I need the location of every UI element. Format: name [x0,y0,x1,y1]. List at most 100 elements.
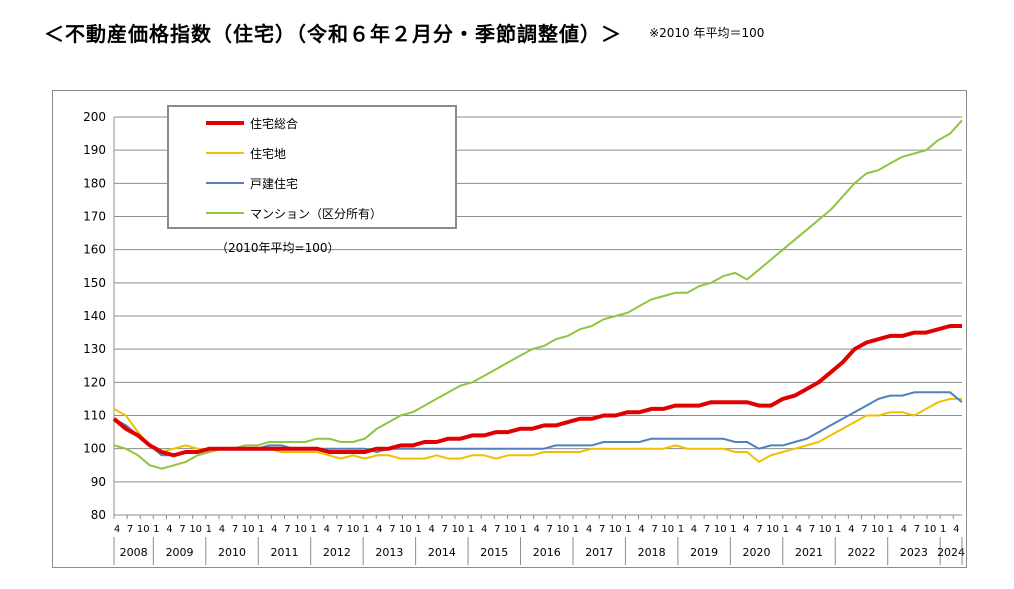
month-tick-label: 1 [468,524,474,535]
month-tick-label: 7 [389,524,395,535]
chart-title: ＜不動産価格指数（住宅）（令和６年２月分・季節調整値）＞ [44,22,622,46]
y-tick-label: 130 [83,342,106,356]
month-tick-label: 4 [901,524,907,535]
month-tick-label: 1 [520,524,526,535]
legend-label: 住宅地 [250,146,286,161]
month-tick-label: 7 [179,524,185,535]
chart-header: ＜不動産価格指数（住宅）（令和６年２月分・季節調整値）＞ ※2010 年平均＝1… [44,18,764,48]
year-label: 2023 [900,546,928,559]
month-tick-label: 7 [284,524,290,535]
month-tick-label: 7 [547,524,553,535]
month-tick-label: 7 [127,524,133,535]
month-tick-label: 4 [953,524,959,535]
month-tick-label: 10 [766,524,779,535]
month-tick-label: 4 [691,524,697,535]
month-tick-label: 10 [189,524,202,535]
y-tick-label: 180 [83,176,106,190]
month-tick-label: 1 [835,524,841,535]
month-tick-label: 7 [809,524,815,535]
plot-lines [112,119,963,470]
year-label: 2009 [166,546,194,559]
month-tick-label: 4 [429,524,435,535]
month-tick-label: 4 [166,524,172,535]
month-tick-label: 1 [730,524,736,535]
month-tick-label: 1 [783,524,789,535]
month-tick-label: 10 [924,524,937,535]
year-label: 2018 [638,546,666,559]
month-tick-label: 4 [796,524,802,535]
legend-label: 戸建住宅 [250,176,298,191]
year-label: 2019 [690,546,718,559]
month-tick-label: 7 [442,524,448,535]
month-tick-label: 7 [704,524,710,535]
month-tick-label: 4 [324,524,330,535]
year-label: 2012 [323,546,351,559]
month-tick-label: 1 [363,524,369,535]
y-tick-label: 190 [83,143,106,157]
year-label: 2011 [270,546,298,559]
month-tick-label: 7 [861,524,867,535]
y-tick-label: 140 [83,309,106,323]
month-tick-label: 1 [415,524,421,535]
chart-frame [52,90,967,568]
chart-annotation: （2010年平均=100） [216,241,340,255]
legend-label: マンション（区分所有） [250,207,382,221]
year-label: 2008 [120,546,148,559]
month-tick-label: 7 [756,524,762,535]
year-label: 2022 [847,546,875,559]
month-tick-label: 4 [481,524,487,535]
year-label: 2021 [795,546,823,559]
month-tick-label: 7 [494,524,500,535]
month-tick-label: 10 [294,524,307,535]
month-tick-label: 10 [242,524,255,535]
month-tick-label: 1 [206,524,212,535]
x-axis: 4 7 10 1 4 7 10 1 4 7 10 1 4 7 10 1 4 7 10 1 4 7 10 1 4 7 10 1 4 7 10 1… [113,514,965,565]
month-tick-label: 10 [399,524,412,535]
month-tick-label: 4 [376,524,382,535]
month-tick-label: 10 [137,524,150,535]
month-tick-label: 1 [678,524,684,535]
month-tick-label: 10 [347,524,360,535]
base-note: ※2010 年平均＝100 [649,26,765,40]
month-tick-label: 10 [452,524,465,535]
month-tick-label: 7 [651,524,657,535]
year-label: 2016 [533,546,561,559]
month-tick-label: 4 [848,524,854,535]
y-tick-label: 160 [83,243,106,257]
month-tick-label: 1 [625,524,631,535]
series-line [113,397,962,463]
legend-box [167,105,457,229]
month-tick-label: 1 [311,524,317,535]
month-tick-label: 7 [914,524,920,535]
month-tick-label: 1 [888,524,894,535]
month-tick-label: 10 [609,524,622,535]
month-tick-label: 10 [556,524,569,535]
series-line [113,119,963,470]
month-tick-label: 10 [504,524,517,535]
y-tick-label: 200 [83,110,106,124]
month-tick-label: 7 [337,524,343,535]
month-tick-label: 1 [940,524,946,535]
year-label: 2014 [428,546,456,559]
month-tick-label: 7 [599,524,605,535]
y-tick-label: 120 [83,375,106,389]
month-tick-label: 4 [219,524,225,535]
month-tick-label: 1 [258,524,264,535]
y-tick-label: 100 [83,442,106,456]
month-tick-label: 4 [114,524,120,535]
y-tick-label: 80 [91,508,106,522]
y-tick-label: 150 [83,276,106,290]
month-tick-label: 7 [232,524,238,535]
legend-label: 住宅総合 [250,116,298,131]
month-tick-label: 4 [533,524,539,535]
y-axis: 80 90 100 110 120 130 140 150 160 170 180 190 200 [83,110,115,522]
month-tick-label: 4 [586,524,592,535]
y-tick-label: 90 [91,475,106,489]
month-tick-label: 4 [743,524,749,535]
year-label: 2015 [480,546,508,559]
year-label: 2017 [585,546,613,559]
y-tick-label: 170 [83,210,106,224]
series-line [112,324,962,458]
month-tick-label: 1 [573,524,579,535]
